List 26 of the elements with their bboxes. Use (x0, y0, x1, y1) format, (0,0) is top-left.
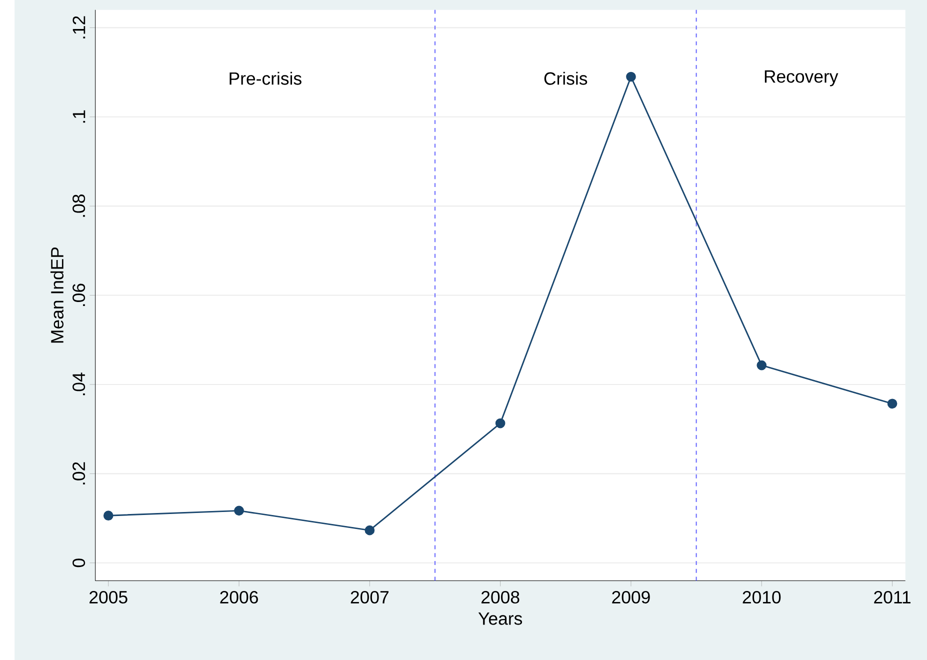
y-tick-label: .1 (72, 110, 86, 122)
x-tick-label: 2006 (220, 590, 258, 604)
x-tick-label: 2007 (350, 590, 388, 604)
x-tick-label: 2010 (742, 590, 781, 604)
point (495, 418, 506, 428)
annotation: Crisis (544, 72, 588, 85)
y-tick-label: .08 (72, 194, 86, 217)
point (103, 510, 114, 520)
x-tick-label: 2011 (874, 590, 910, 604)
point (756, 360, 767, 370)
x-axis-title: Years (478, 612, 522, 625)
y-tick-label: .04 (72, 372, 86, 395)
y-tick-label: .12 (72, 16, 86, 38)
point (364, 525, 375, 536)
x-tick-label: 2009 (612, 590, 650, 604)
x-tick-label: 2008 (482, 590, 520, 604)
y-tick-label: .06 (72, 284, 86, 306)
y-axis-title: Mean IndEP (50, 247, 64, 342)
annotation: Pre-crisis (230, 72, 302, 85)
point (887, 398, 898, 408)
y-tick-label: .02 (72, 462, 86, 484)
x-tick-label: 2005 (90, 590, 128, 604)
annotation: Recovery (764, 70, 838, 86)
point (626, 72, 636, 82)
point (234, 506, 244, 516)
y-tick-label: 0 (72, 558, 86, 567)
